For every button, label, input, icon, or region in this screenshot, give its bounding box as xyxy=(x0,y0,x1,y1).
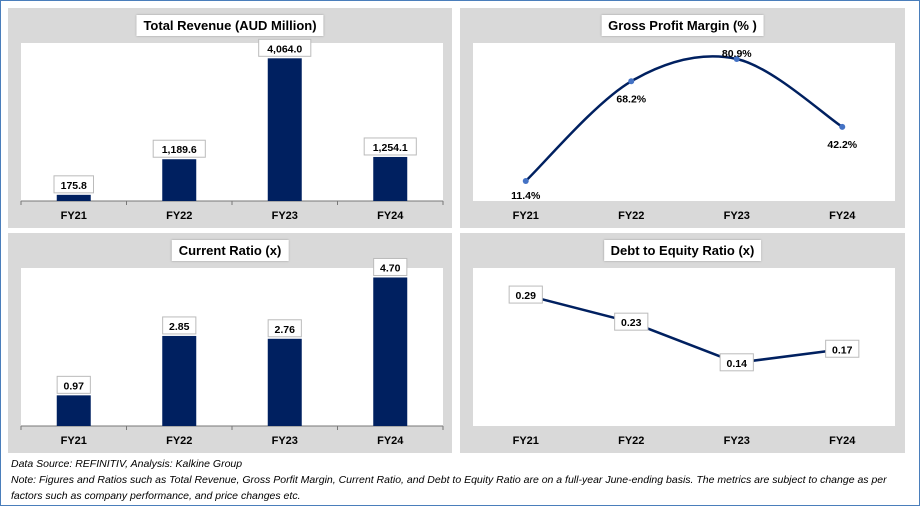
revenue-chart: FY21 FY22 FY23 FY24 175.8 1,189.6 4,064.0 1,254… xyxy=(8,8,452,228)
chart-title: Current Ratio (x) xyxy=(171,240,289,261)
bar xyxy=(56,194,91,201)
footnotes: Data Source: REFINITIV, Analysis: Kalkin… xyxy=(11,456,919,504)
data-label: 1,254.1 xyxy=(373,142,408,154)
data-label-box xyxy=(258,38,312,57)
data-label-box xyxy=(373,257,408,276)
data-label: 0.97 xyxy=(64,380,85,392)
x-tick-label: FY23 xyxy=(724,435,750,447)
x-tick-label: FY21 xyxy=(61,210,87,222)
series-line xyxy=(525,293,843,365)
data-label-box xyxy=(614,312,649,331)
x-tick-label: FY21 xyxy=(513,210,539,222)
plot-area xyxy=(21,268,443,426)
bar xyxy=(373,156,408,201)
data-label: 0.17 xyxy=(832,344,853,356)
data-point xyxy=(522,177,529,184)
data-label: 1,189.6 xyxy=(162,144,197,156)
data-label: 2.76 xyxy=(275,324,296,336)
debt-equity-chart: FY21 FY22 FY23 FY24 0.29 0.23 0.14 0.17 Debt to … xyxy=(460,233,905,453)
x-tick-label: FY24 xyxy=(829,435,856,447)
data-point xyxy=(628,78,635,85)
chart-title: Total Revenue (AUD Million) xyxy=(136,15,324,36)
data-label: 42.2% xyxy=(827,139,857,151)
data-label-box xyxy=(508,285,543,304)
note-text: Note: Figures and Ratios such as Total R… xyxy=(11,474,887,502)
x-tick-label: FY23 xyxy=(724,210,750,222)
plot-area xyxy=(473,268,895,426)
data-label: 4.70 xyxy=(380,262,401,274)
plot-area xyxy=(21,43,443,201)
x-tick-label: FY22 xyxy=(166,210,192,222)
data-label: 175.8 xyxy=(61,180,87,192)
x-tick-label: FY23 xyxy=(272,435,298,447)
data-label: 0.14 xyxy=(727,358,748,370)
x-tick-label: FY22 xyxy=(618,210,644,222)
chart-title: Debt to Equity Ratio (x) xyxy=(603,240,762,261)
data-label-box xyxy=(719,353,754,372)
current-ratio-chart: FY21 FY22 FY23 FY24 0.97 2.85 2.76 4.70 Current … xyxy=(8,233,452,453)
data-label-box xyxy=(53,175,94,194)
data-label-box xyxy=(162,316,197,335)
data-point xyxy=(839,123,846,130)
data-label: 80.9% xyxy=(722,48,752,60)
chart-title: Gross Profit Margin (% ) xyxy=(601,15,764,36)
data-label-box xyxy=(56,375,91,394)
data-label: 2.85 xyxy=(169,321,190,333)
x-tick-label: FY24 xyxy=(829,210,856,222)
bar xyxy=(267,338,302,426)
data-label-box xyxy=(152,139,206,158)
data-label: 68.2% xyxy=(616,93,646,105)
data-label: 0.29 xyxy=(516,290,537,302)
x-tick-label: FY22 xyxy=(166,435,192,447)
x-tick-label: FY24 xyxy=(377,435,404,447)
data-label-box xyxy=(267,319,302,338)
data-label-box xyxy=(825,339,860,358)
data-label: 0.23 xyxy=(621,317,642,329)
x-tick-label: FY21 xyxy=(61,435,87,447)
data-source: Data Source: REFINITIV, Analysis: Kalkin… xyxy=(11,458,243,470)
x-tick-label: FY24 xyxy=(377,210,404,222)
bar xyxy=(373,277,408,426)
plot-area xyxy=(473,43,895,201)
data-label: 11.4% xyxy=(511,190,541,202)
series-line xyxy=(524,55,843,182)
data-label: 4,064.0 xyxy=(267,43,302,55)
gross-margin-chart: FY21 FY22 FY23 FY24 11.4% 68.2% 80.9% 42.2% Gros… xyxy=(460,8,905,228)
x-tick-label: FY22 xyxy=(618,435,644,447)
x-tick-label: FY21 xyxy=(513,435,539,447)
bar xyxy=(56,395,91,426)
data-label-box xyxy=(363,137,417,156)
data-point xyxy=(733,55,740,62)
bar xyxy=(162,159,197,201)
bar xyxy=(267,58,302,202)
bar xyxy=(162,335,197,426)
x-tick-label: FY23 xyxy=(272,210,298,222)
